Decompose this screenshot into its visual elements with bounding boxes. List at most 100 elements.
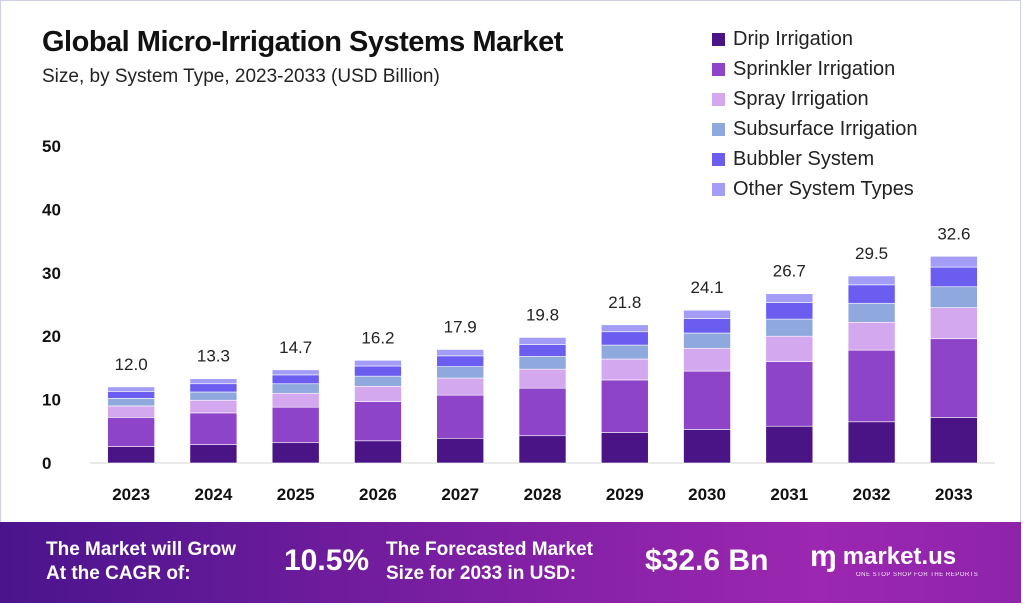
legend-label: Other System Types: [733, 178, 914, 200]
bar-segment: [354, 359, 402, 367]
bar-segment: [271, 442, 320, 464]
bar-segment: [436, 377, 485, 396]
bar-segment: [765, 361, 814, 427]
bar-total-label: 29.5: [855, 244, 888, 263]
y-tick-label: 50: [42, 137, 61, 156]
bar-total-label: 21.8: [608, 293, 641, 312]
bar-segment: [930, 256, 978, 268]
x-tick-label: 2030: [688, 485, 726, 504]
bar-segment: [930, 266, 978, 288]
bar-segment: [189, 378, 238, 385]
legend-swatch: [712, 33, 725, 46]
cagr-label-line1: The Market will Grow: [46, 539, 237, 560]
bar-segment: [847, 349, 896, 423]
bar-total-label: 12.0: [115, 355, 148, 374]
chart-subtitle: Size, by System Type, 2023-2033 (USD Bil…: [42, 66, 440, 87]
x-tick-label: 2028: [524, 485, 562, 504]
bar-total-label: 16.2: [361, 328, 394, 347]
x-tick-label: 2032: [853, 485, 891, 504]
bar-segment: [847, 302, 896, 323]
logo-tagline: ONE STOP SHOP FOR THE REPORTS: [856, 572, 979, 578]
y-tick-label: 40: [42, 200, 61, 219]
bar-segment: [600, 344, 649, 360]
bar-segment: [189, 383, 238, 393]
chart-title: Global Micro-Irrigation Systems Market: [42, 26, 563, 58]
legend-item-other: Other System Types: [712, 178, 918, 201]
x-tick-label: 2025: [277, 485, 315, 504]
bar-segment: [765, 335, 814, 362]
stacked-bar-chart: 0102030405012.0202313.3202414.7202516.22…: [42, 137, 995, 504]
bar-segment: [930, 286, 978, 308]
bar-segment: [683, 332, 731, 349]
bar-segment: [107, 391, 155, 399]
summary-banner: The Market will Grow At the CAGR of: 10.…: [0, 522, 1021, 603]
bar-segment: [271, 383, 320, 394]
bar-total-label: 13.3: [197, 347, 230, 366]
market-us-logo: ɱ market.us: [810, 540, 956, 574]
bar-total-label: 32.6: [937, 224, 970, 243]
bar-segment: [107, 417, 155, 447]
logo-text: market.us: [842, 543, 957, 570]
forecast-label: The Forecasted Market Size for 2033 in U…: [386, 538, 593, 586]
bar-segment: [600, 324, 649, 333]
bar-segment: [189, 399, 238, 414]
legend-swatch: [712, 153, 725, 166]
x-tick-label: 2026: [359, 485, 397, 504]
bar-segment: [107, 386, 155, 392]
legend-label: Spray Irrigation: [733, 88, 869, 110]
legend-swatch: [712, 183, 725, 196]
cagr-label-line2: At the CAGR of:: [46, 563, 191, 584]
legend-item-drip: Drip Irrigation: [712, 28, 918, 51]
bar-segment: [847, 284, 896, 304]
bar-segment: [765, 302, 814, 320]
bar-segment: [683, 347, 731, 372]
legend-swatch: [712, 63, 725, 76]
bar-total-label: 24.1: [690, 278, 723, 297]
y-tick-label: 30: [42, 264, 61, 283]
bar-segment: [518, 368, 567, 389]
bar-total-label: 26.7: [773, 262, 806, 281]
forecast-value: $32.6 Bn: [645, 544, 769, 577]
bar-segment: [518, 356, 567, 370]
bar-segment: [189, 391, 238, 401]
bar-segment: [930, 417, 978, 464]
x-tick-label: 2024: [194, 485, 232, 504]
bar-segment: [189, 412, 238, 445]
legend-label: Bubbler System: [733, 148, 875, 170]
bar-segment: [271, 374, 320, 385]
bar-segment: [683, 370, 731, 430]
legend-item-subsurface: Subsurface Irrigation: [712, 118, 918, 141]
bar-segment: [765, 425, 814, 464]
legend-item-spray: Spray Irrigation: [712, 88, 918, 111]
bar-segment: [930, 307, 978, 340]
bar-segment: [271, 392, 320, 408]
forecast-label-line2: Size for 2033 in USD:: [386, 563, 577, 584]
bar-segment: [436, 437, 485, 464]
bar-segment: [107, 446, 155, 464]
bar-segment: [354, 440, 402, 464]
bar-segment: [354, 365, 402, 377]
bar-segment: [189, 444, 238, 464]
bar-segment: [600, 331, 649, 346]
bar-segment: [518, 344, 567, 357]
bar-total-label: 19.8: [526, 305, 559, 324]
legend: Drip Irrigation Sprinkler Irrigation Spr…: [712, 28, 918, 201]
bar-segment: [765, 293, 814, 303]
bar-segment: [847, 321, 896, 351]
bar-segment: [518, 387, 567, 437]
bar-segment: [518, 435, 567, 464]
bar-segment: [436, 349, 485, 357]
legend-label: Subsurface Irrigation: [733, 118, 918, 140]
bar-segment: [354, 385, 402, 402]
bar-total-label: 17.9: [444, 318, 477, 337]
x-tick-label: 2031: [770, 485, 808, 504]
bar-segment: [683, 318, 731, 334]
cagr-label: The Market will Grow At the CAGR of:: [46, 538, 236, 586]
y-tick-label: 20: [42, 327, 61, 346]
bar-segment: [765, 318, 814, 337]
x-tick-label: 2033: [935, 485, 973, 504]
bar-total-label: 14.7: [279, 338, 312, 357]
bar-segment: [683, 429, 731, 464]
bar-segment: [107, 405, 155, 418]
bar-segment: [930, 338, 978, 418]
